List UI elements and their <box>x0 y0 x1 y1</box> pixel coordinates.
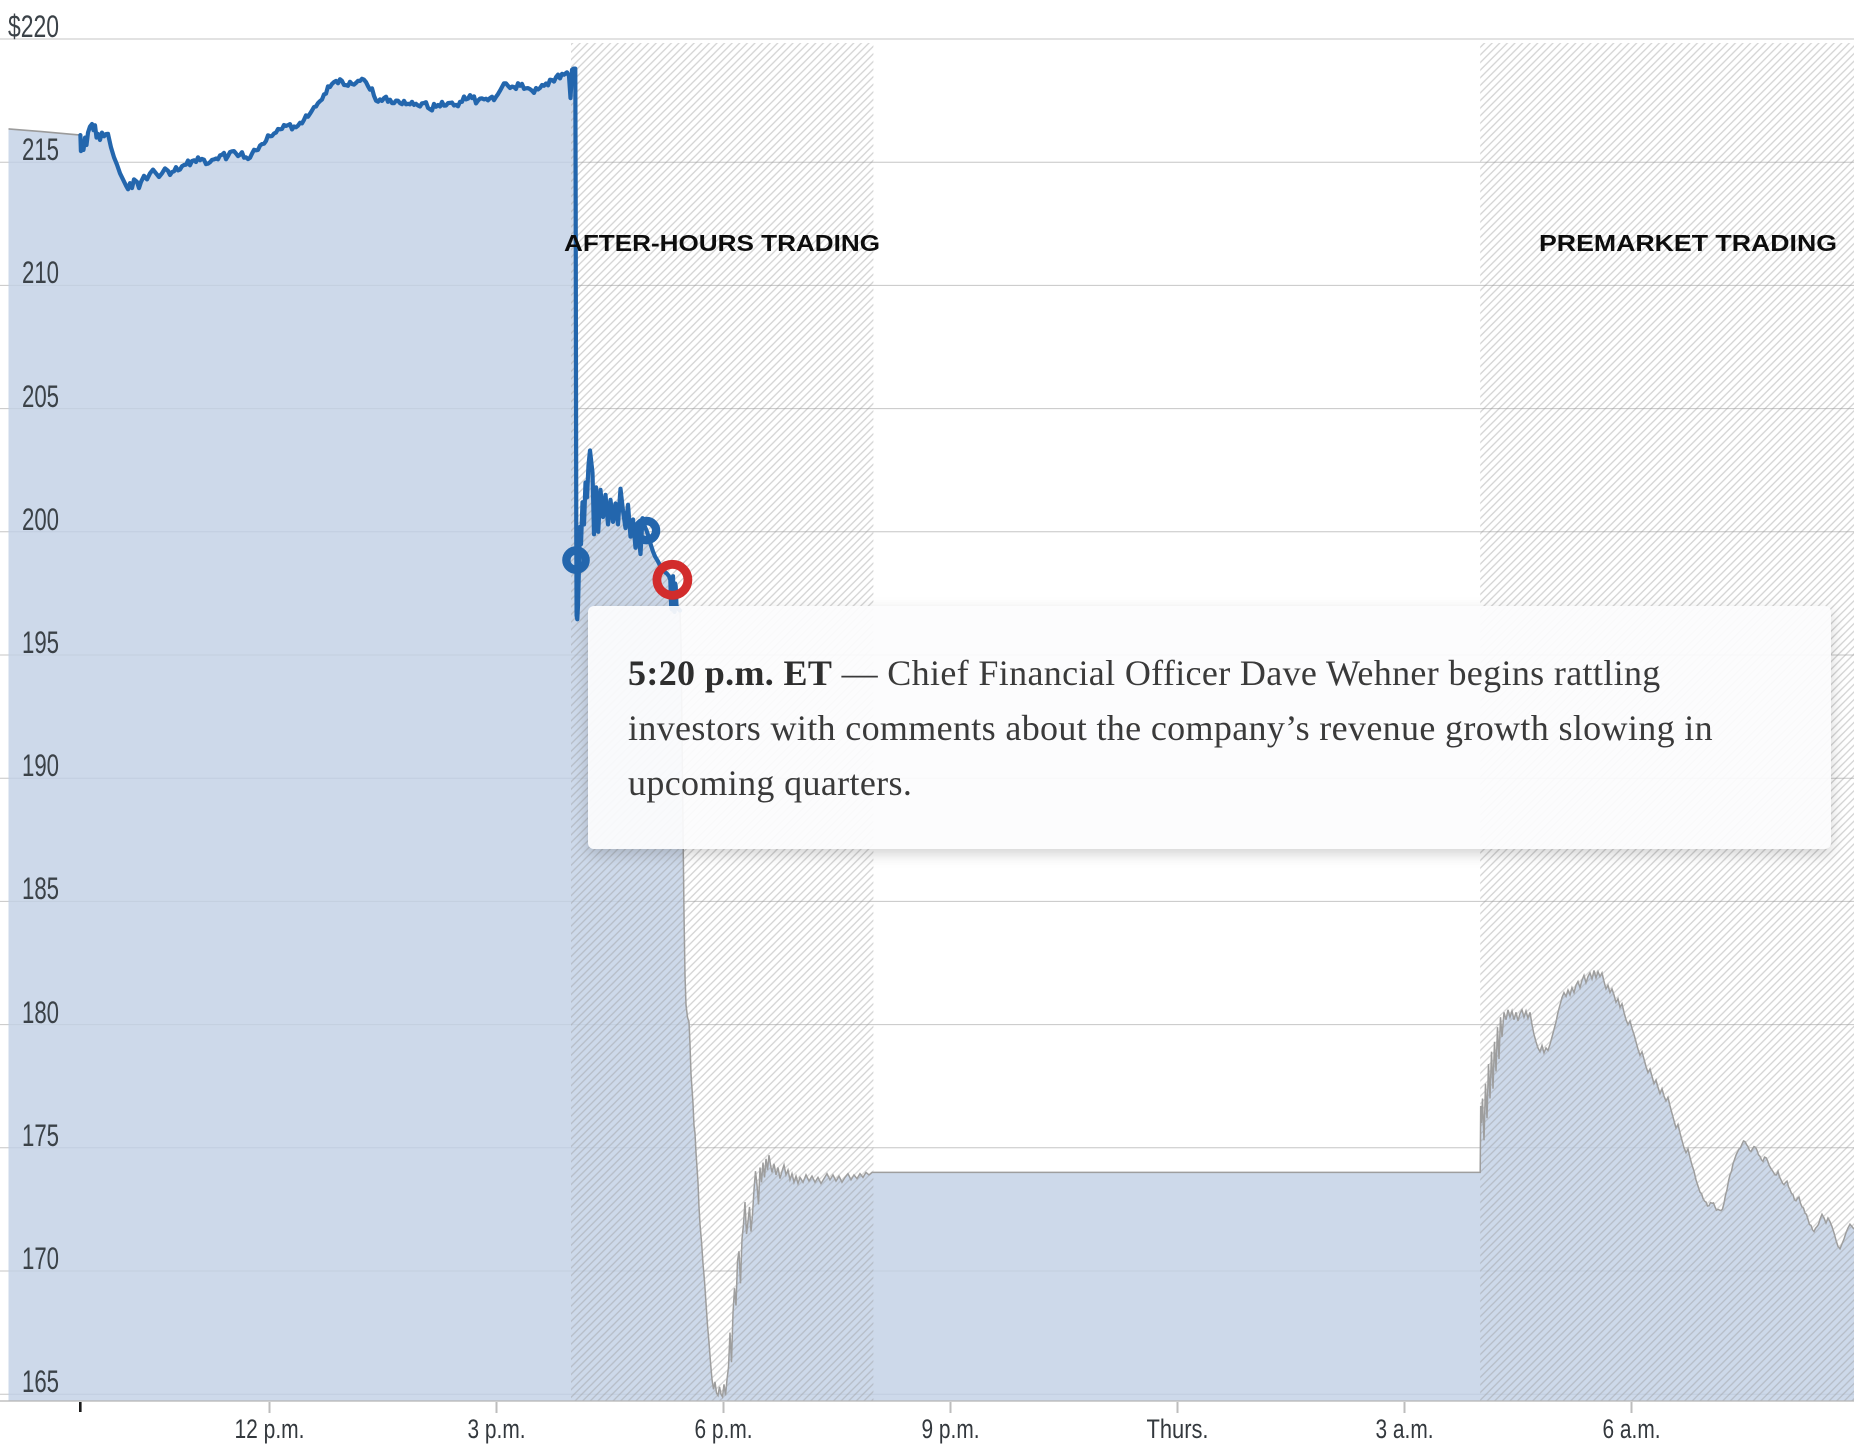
svg-text:205: 205 <box>22 378 59 414</box>
svg-text:215: 215 <box>22 131 59 167</box>
svg-text:6 p.m.: 6 p.m. <box>695 1414 753 1444</box>
svg-text:170: 170 <box>22 1240 59 1276</box>
svg-text:195: 195 <box>22 624 59 660</box>
svg-text:9 p.m.: 9 p.m. <box>922 1414 980 1444</box>
svg-text:6 a.m.: 6 a.m. <box>1603 1414 1661 1444</box>
svg-text:175: 175 <box>22 1117 59 1153</box>
svg-text:12 p.m.: 12 p.m. <box>235 1414 305 1444</box>
svg-text:AFTER-HOURS TRADING: AFTER-HOURS TRADING <box>564 230 880 256</box>
svg-text:$220: $220 <box>8 8 59 44</box>
svg-text:3 p.m.: 3 p.m. <box>468 1414 526 1444</box>
svg-text:3 a.m.: 3 a.m. <box>1376 1414 1434 1444</box>
svg-text:210: 210 <box>22 254 59 290</box>
svg-text:165: 165 <box>22 1363 59 1399</box>
svg-text:180: 180 <box>22 994 59 1030</box>
svg-text:Thurs.: Thurs. <box>1147 1414 1209 1444</box>
svg-text:200: 200 <box>22 501 59 537</box>
svg-text:185: 185 <box>22 870 59 906</box>
svg-text:190: 190 <box>22 747 59 783</box>
svg-text:PREMARKET TRADING: PREMARKET TRADING <box>1539 230 1837 256</box>
